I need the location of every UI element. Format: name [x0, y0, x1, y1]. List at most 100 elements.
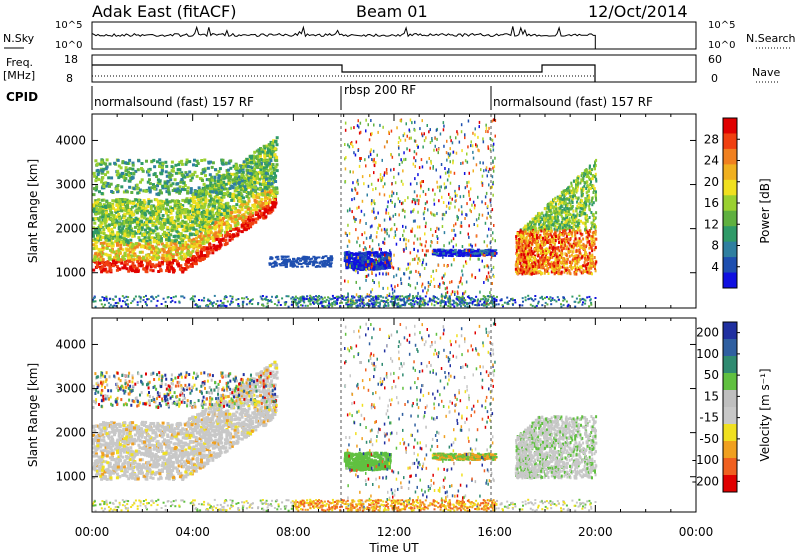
power-pixel [215, 225, 218, 228]
power-pixel [123, 243, 126, 246]
power-pixel [148, 178, 151, 181]
power-pixel [451, 240, 453, 243]
power-pixel [224, 243, 227, 246]
power-pixel [346, 260, 349, 263]
power-pixel [446, 287, 448, 290]
power-pixel [201, 215, 204, 218]
power-pixel [380, 173, 382, 176]
power-pixel [188, 239, 191, 242]
power-pixel [449, 196, 451, 199]
power-pixel [366, 237, 368, 240]
power-pixel [158, 261, 161, 264]
power-pixel [393, 254, 395, 257]
power-pixel [466, 214, 468, 217]
power-pixel [200, 238, 203, 241]
power-pixel [352, 145, 354, 148]
power-pixel [414, 190, 416, 193]
power-pixel [396, 126, 398, 129]
power-pixel [108, 258, 111, 261]
power-pixel [390, 169, 392, 172]
power-pixel [434, 214, 436, 217]
power-pixel [155, 212, 158, 215]
power-pixel [422, 261, 424, 264]
power-pixel [356, 260, 359, 263]
power-pixel [119, 244, 122, 247]
power-pixel [370, 291, 372, 294]
power-pixel [382, 256, 384, 259]
power-pixel [218, 174, 221, 177]
power-pixel [459, 254, 462, 256]
power-pixel [94, 255, 97, 258]
power-pixel [422, 289, 424, 292]
power-pixel [115, 239, 118, 242]
power-pixel [196, 230, 199, 233]
power-pixel [101, 236, 104, 239]
nave-label: Nave [752, 66, 780, 79]
power-pixel [352, 171, 354, 174]
power-pixel [357, 192, 359, 195]
power-pixel [480, 168, 482, 171]
power-pixel [234, 215, 237, 218]
power-pixel [132, 164, 135, 167]
power-pixel [483, 140, 485, 143]
power-pixel [118, 217, 121, 220]
power-pixel [453, 224, 455, 227]
power-pixel [208, 203, 211, 206]
power-pixel [423, 190, 425, 193]
power-pixel [136, 211, 139, 214]
power-pixel [258, 216, 261, 219]
power-pixel [352, 181, 354, 184]
power-pixel [429, 283, 431, 286]
power-pixel [124, 169, 127, 172]
power-pixel [444, 167, 446, 170]
power-pixel [470, 254, 472, 257]
power-pixel [466, 254, 469, 256]
power-pixel [376, 235, 378, 238]
power-pixel [450, 136, 452, 139]
power-pixel [426, 254, 428, 257]
power-pixel [204, 203, 207, 206]
power-pixel [200, 206, 203, 209]
power-pixel [457, 290, 459, 293]
power-pixel [223, 209, 226, 212]
power-pixel [462, 162, 464, 165]
power-pixel [270, 159, 273, 162]
power-pixel [181, 271, 184, 274]
power-pixel [126, 248, 129, 251]
power-pixel [471, 274, 473, 277]
power-pixel [172, 268, 175, 271]
power-pixel [322, 265, 325, 267]
power-pixel [370, 225, 372, 228]
power-pixel [486, 127, 488, 130]
power-pixel [375, 268, 378, 271]
power-pixel [393, 267, 395, 270]
power-pixel [482, 184, 484, 187]
power-pixel [148, 174, 151, 177]
power-pixel [439, 283, 441, 286]
power-pixel [460, 225, 462, 228]
power-pixel [442, 253, 445, 255]
power-pixel [127, 253, 130, 256]
power-pixel [129, 239, 132, 242]
power-pixel [214, 176, 217, 179]
power-pixel [472, 151, 474, 154]
power-pixel [372, 188, 374, 191]
power-pixel [141, 178, 144, 181]
power-pixel [126, 206, 129, 209]
power-pixel [220, 181, 223, 184]
cpid-label: CPID [6, 90, 38, 104]
power-pixel [387, 294, 389, 297]
power-pixel [94, 213, 97, 216]
power-pixel [211, 236, 214, 239]
power-pixel [371, 132, 373, 135]
power-pixel [369, 245, 371, 248]
power-pixel [466, 181, 468, 184]
power-pixel [243, 185, 246, 188]
nsky-label: N.Sky [3, 32, 35, 45]
power-pixel [351, 198, 353, 201]
power-pixel [378, 243, 380, 246]
power-pixel [385, 273, 387, 276]
power-pixel [238, 181, 241, 184]
power-pixel [137, 236, 140, 239]
power-pixel [217, 180, 220, 183]
